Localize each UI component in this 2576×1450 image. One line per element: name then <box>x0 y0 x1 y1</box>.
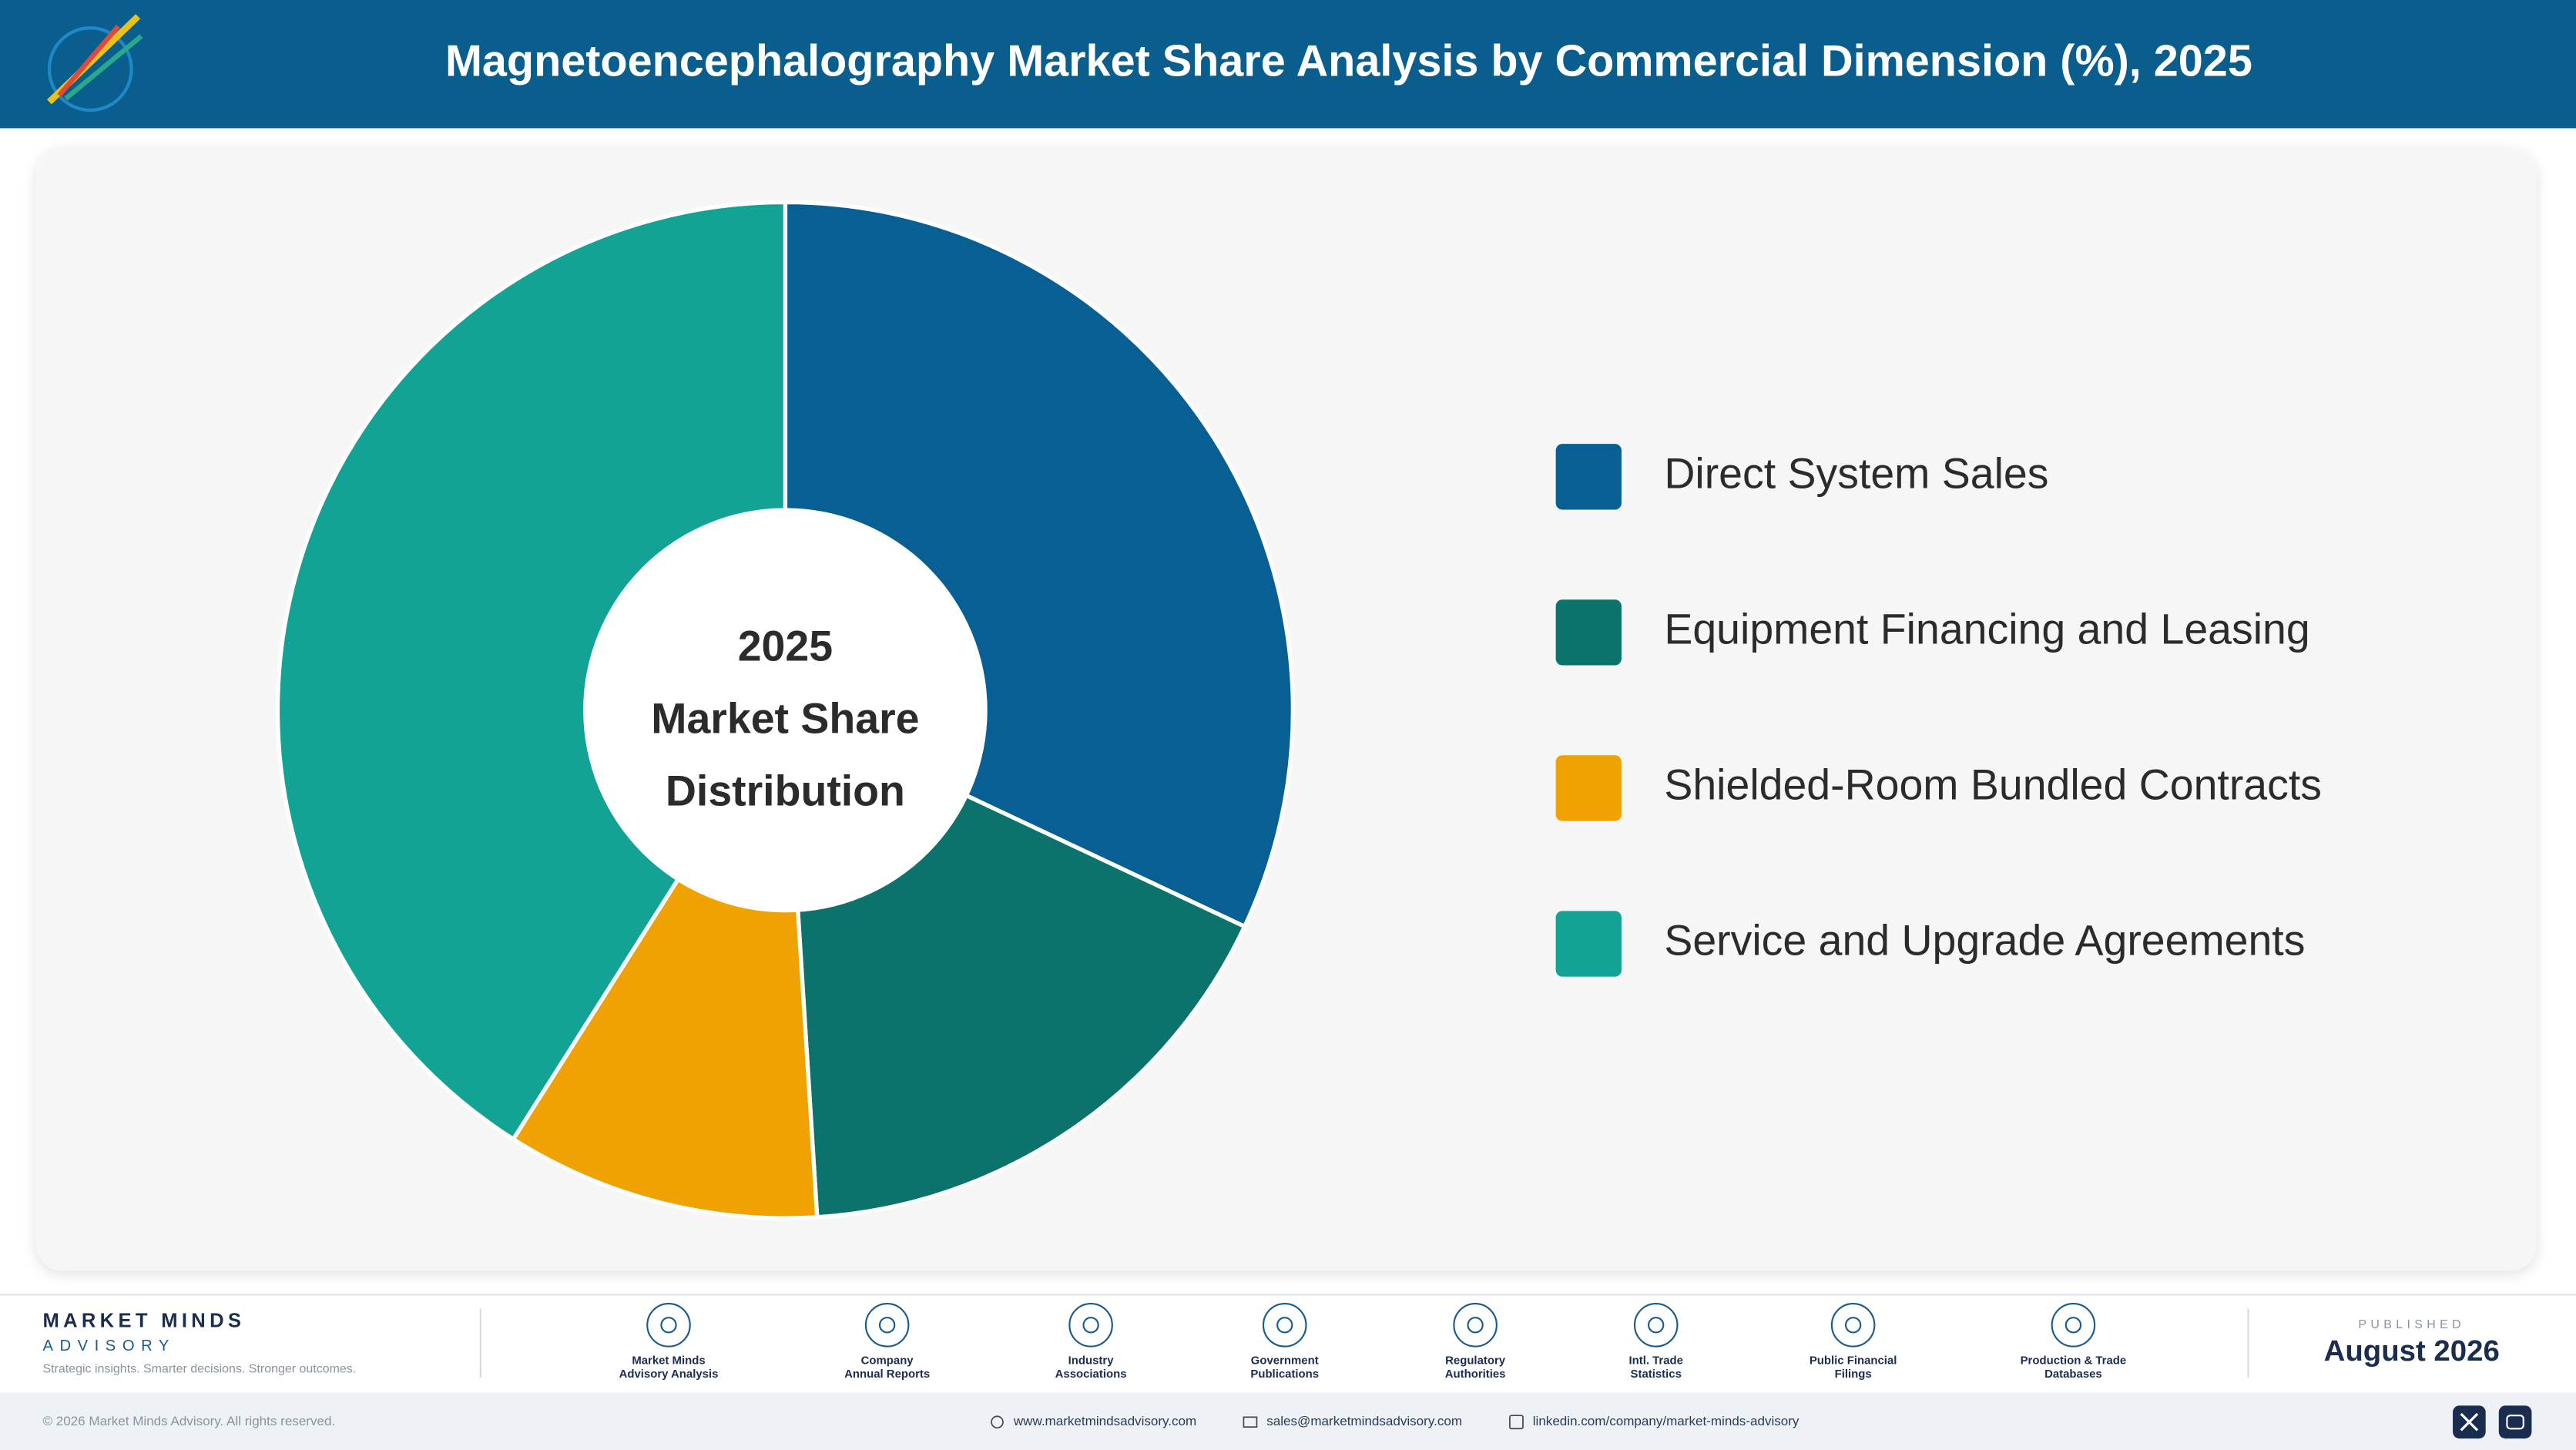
brand: MARKET MINDS <box>42 1310 245 1331</box>
source-icon <box>2051 1303 2096 1348</box>
source-icon <box>1262 1303 1307 1348</box>
donut-hole <box>583 508 988 913</box>
source-glyph <box>1276 1317 1293 1334</box>
source-glyph <box>1844 1317 1862 1334</box>
web-icon <box>991 1415 1004 1429</box>
divider <box>479 1308 481 1378</box>
header-bar <box>0 0 2576 129</box>
donut-chart: 2025 Market Share Distribution Direct Syste… <box>275 200 2322 1220</box>
source-glyph <box>2064 1317 2082 1334</box>
source-icon <box>1453 1303 1498 1348</box>
legend-swatch <box>1555 444 1622 510</box>
legend-swatch <box>1555 911 1622 977</box>
linkedin-icon <box>1509 1415 1524 1430</box>
source-label: Public Financial <box>1810 1354 1897 1368</box>
source-label: Government <box>1251 1354 1319 1368</box>
source-label: Company <box>861 1354 914 1368</box>
published-label: PUBLISHED <box>2358 1318 2465 1331</box>
source-label: Filings <box>1835 1368 1872 1381</box>
linkedin-link[interactable]: linkedin.com/company/market-minds-adviso… <box>1533 1414 1800 1428</box>
website-link[interactable]: www.marketmindsadvisory.com <box>1013 1414 1196 1428</box>
source-icon <box>646 1303 691 1348</box>
source-label: Industry <box>1068 1354 1115 1368</box>
youtube-icon <box>2506 1415 2524 1430</box>
source-label: Publications <box>1250 1368 1319 1381</box>
source-label: Market Minds <box>632 1354 705 1368</box>
source-icon <box>864 1303 910 1348</box>
legend-label: Service and Upgrade Agreements <box>1664 917 2305 965</box>
source-icon <box>1068 1303 1113 1348</box>
legend-label: Direct System Sales <box>1664 449 2048 497</box>
source-label: Associations <box>1055 1368 1127 1381</box>
legend-label: Equipment Financing and Leasing <box>1664 606 2309 653</box>
source-label: Advisory Analysis <box>619 1368 719 1381</box>
x-icon <box>2460 1412 2479 1432</box>
source-icon <box>1633 1303 1679 1348</box>
source-glyph <box>1082 1317 1099 1334</box>
youtube-button[interactable] <box>2498 1405 2532 1439</box>
bottom-bar <box>0 1392 2576 1450</box>
source-icon <box>1830 1303 1876 1348</box>
divider <box>2247 1308 2249 1378</box>
brand-sub: ADVISORY <box>42 1338 176 1354</box>
tagline: Strategic insights. Smarter decisions. S… <box>42 1363 356 1376</box>
slice <box>275 200 788 1143</box>
page-title: Magnetoencephalography Market Share Anal… <box>445 36 2252 86</box>
source-label: Statistics <box>1631 1368 1682 1381</box>
copyright: © 2026 Market Minds Advisory. All rights… <box>42 1414 335 1428</box>
source-label: Regulatory <box>1445 1354 1506 1368</box>
source-label: Annual Reports <box>844 1368 930 1381</box>
logo <box>47 14 143 112</box>
source-label: Production & Trade <box>2021 1354 2127 1368</box>
published-date: August 2026 <box>2324 1334 2500 1368</box>
mail-icon <box>1243 1416 1258 1428</box>
legend-swatch <box>1555 599 1622 666</box>
center-label: Distribution <box>666 767 905 814</box>
source-glyph <box>1648 1317 1665 1334</box>
divider <box>0 1294 2576 1296</box>
source-label: Databases <box>2044 1368 2102 1381</box>
legend-swatch <box>1555 755 1622 821</box>
source-label: Intl. Trade <box>1628 1354 1682 1368</box>
source-label: Authorities <box>1445 1368 1506 1381</box>
source-glyph <box>660 1317 677 1334</box>
email-link[interactable]: sales@marketmindsadvisory.com <box>1266 1414 1462 1428</box>
source-glyph <box>878 1317 896 1334</box>
center-label: 2025 <box>738 622 833 670</box>
center-label: Market Share <box>651 694 919 742</box>
legend-label: Shielded-Room Bundled Contracts <box>1664 761 2322 809</box>
source-glyph <box>1467 1317 1484 1334</box>
